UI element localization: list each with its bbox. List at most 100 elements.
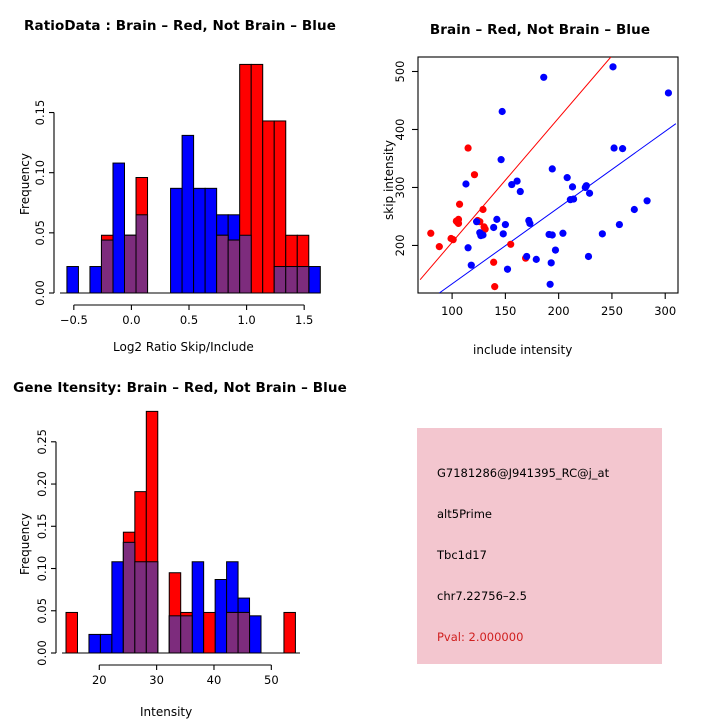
scatter-x-tick-label: 100 (441, 304, 463, 318)
scatter-point-notbrain (584, 252, 593, 261)
scatter-fit-line-brain-fit (419, 57, 612, 280)
info-gene-symbol: Tbc1d17 (437, 548, 487, 562)
gene-bar-overlap (145, 561, 159, 654)
ratio-y-tick-label: 0.15 (33, 100, 47, 126)
ratio-bar-overlap (296, 266, 310, 294)
gene-x-tick-label: 30 (149, 673, 164, 687)
gene-bar-notbrain (249, 615, 262, 654)
ratio-bar-overlap (100, 239, 114, 294)
scatter-point-notbrain (501, 220, 509, 229)
ratio-bar-notbrain (193, 187, 206, 294)
info-pvalue: Pval: 2.000000 (437, 630, 524, 644)
ratio-bar-overlap (124, 234, 137, 294)
ratio-bar-overlap (273, 266, 287, 294)
gene-y-tick-label: 0.20 (35, 471, 49, 497)
panel-gene-histogram: Gene Itensity: Brain – Red, Not Brain – … (0, 360, 360, 720)
gene-bar-overlap (180, 615, 193, 654)
ratio-bar-brain (250, 63, 264, 294)
scatter-point-notbrain (503, 265, 512, 273)
scatter-point-notbrain (473, 218, 481, 226)
gene-bar-notbrain (99, 633, 113, 654)
scatter-point-brain (491, 283, 499, 291)
gene-bar-overlap (122, 541, 136, 654)
info-locus: chr7.22756–2.5 (437, 589, 527, 603)
scatter-point-notbrain (546, 280, 554, 288)
scatter-point-notbrain (467, 261, 475, 269)
scatter-point-notbrain (526, 219, 534, 228)
gene-bar-brain (203, 611, 216, 654)
ratio-bar-overlap (227, 239, 241, 294)
ratio-x-tick-label: −0.5 (60, 313, 88, 327)
ratio-histogram-xlabel: Log2 Ratio Skip/Include (113, 340, 254, 354)
scatter-point-notbrain (563, 174, 571, 182)
scatter-point-notbrain (551, 246, 560, 254)
gene-y-tick-label: 0.15 (35, 513, 49, 539)
info-event-type: alt5Prime (437, 507, 493, 521)
scatter-point-notbrain (610, 144, 618, 152)
scatter-point-brain (481, 225, 489, 233)
scatter-point-brain (454, 219, 463, 228)
scatter-point-notbrain (598, 230, 606, 238)
panel-intensity-scatter: Brain – Red, Not Brain – Blue skip inten… (360, 0, 720, 360)
gene-info-panel: G7181286@J941395_RC@j_at alt5Prime Tbc1d… (417, 428, 662, 664)
gene-x-tick-label: 20 (92, 673, 107, 687)
scatter-plot: 200 300 400 500 100 150 200 250 300 (393, 56, 679, 318)
scatter-y-tick-label: 400 (393, 119, 407, 141)
scatter-point-notbrain (630, 205, 638, 214)
scatter-point-notbrain (464, 244, 472, 252)
gene-histogram-plot: 0.00 0.05 0.10 0.15 0.20 0.25 20 30 40 50 (35, 410, 300, 687)
ratio-bar-overlap (135, 214, 149, 294)
scatter-point-notbrain (547, 259, 555, 267)
scatter-point-notbrain (548, 231, 556, 239)
scatter-point-notbrain (462, 180, 470, 188)
scatter-point-notbrain (548, 165, 556, 173)
scatter-point-notbrain (532, 255, 540, 263)
gene-bar-brain (65, 611, 78, 654)
ratio-y-tick-label: 0.05 (33, 220, 47, 246)
scatter-point-notbrain (568, 183, 577, 191)
scatter-point-notbrain (618, 145, 627, 153)
scatter-point-notbrain (609, 63, 617, 71)
gene-bar-overlap (134, 561, 147, 654)
gene-bar-overlap (226, 611, 239, 654)
gene-bar-notbrain (214, 579, 228, 654)
scatter-x-tick-label: 200 (548, 304, 570, 318)
info-probe-id: G7181286@J941395_RC@j_at (437, 466, 610, 480)
ratio-bar-overlap (239, 234, 252, 294)
scatter-x-tick-label: 250 (601, 304, 623, 318)
scatter-point-brain (490, 258, 498, 266)
scatter-frame (417, 56, 679, 294)
gene-bar-notbrain (88, 633, 101, 654)
scatter-point-notbrain (559, 229, 567, 237)
gene-y-tick-label: 0.10 (35, 556, 49, 582)
scatter-point-notbrain (493, 215, 501, 223)
ratio-bar-notbrain (204, 187, 218, 294)
scatter-title: Brain – Red, Not Brain – Blue (429, 22, 651, 38)
scatter-point-notbrain (499, 230, 507, 238)
ratio-y-tick-label: 0.00 (33, 280, 47, 306)
scatter-y-tick-label: 200 (393, 234, 407, 256)
ratio-x-tick-label: 0.5 (180, 313, 198, 327)
scatter-x-tick-label: 300 (654, 304, 676, 318)
scatter-point-notbrain (516, 187, 524, 196)
gene-x-tick-label: 50 (264, 673, 279, 687)
scatter-point-brain (507, 240, 515, 248)
ratio-bar-notbrain (308, 266, 321, 294)
ratio-bar-notbrain (89, 266, 102, 294)
scatter-point-notbrain (569, 195, 578, 203)
scatter-point-brain (435, 243, 443, 251)
scatter-point-brain (479, 205, 487, 214)
ratio-x-tick-label: 1.5 (295, 313, 313, 327)
gene-bar-notbrain (191, 561, 205, 654)
ratio-x-tick-label: 0.0 (122, 313, 140, 327)
ratio-bar-overlap (285, 266, 298, 294)
ratio-bar-notbrain (66, 266, 79, 294)
gene-bar-overlap (168, 615, 182, 654)
gene-y-tick-label: 0.05 (35, 598, 49, 624)
scatter-point-brain (427, 229, 435, 237)
scatter-point-brain (455, 200, 464, 208)
scatter-y-tick-label: 500 (393, 61, 407, 83)
scatter-point-notbrain (498, 107, 506, 116)
scatter-point-brain (470, 171, 479, 179)
